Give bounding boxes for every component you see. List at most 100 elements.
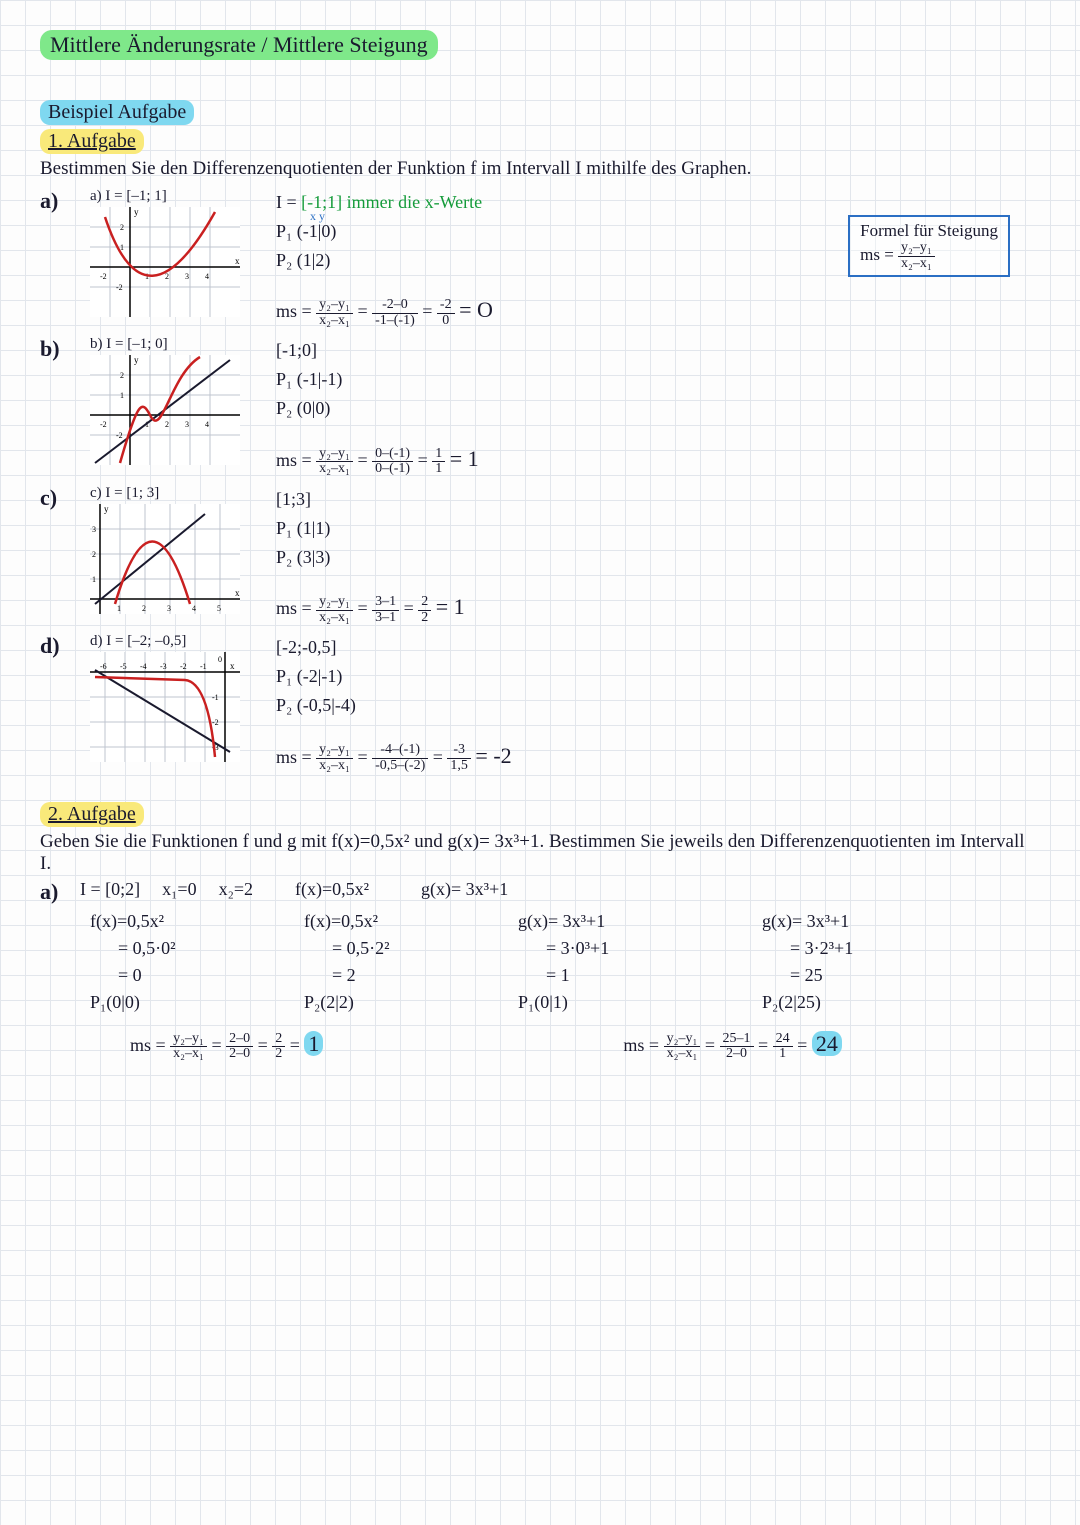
a-f3d: 0 (437, 314, 455, 329)
svg-text:5: 5 (217, 604, 221, 613)
c-p2: P₂ (3|3) (276, 543, 465, 572)
c-res: = 1 (436, 594, 465, 619)
svg-text:1: 1 (120, 391, 124, 400)
svg-text:2: 2 (142, 604, 146, 613)
svg-text:-3: -3 (160, 662, 167, 671)
t2-x1: x₁=0 (162, 879, 196, 905)
t2-ms1: ms = y₂–y₁x₂–x₁ = 2–02–0 = 22 = 1 (130, 1031, 323, 1062)
a-eq1: = (357, 301, 372, 321)
graph-b: b) I = [–1; 0] y 12 34 -2 12 -2 (90, 336, 260, 465)
svg-text:3: 3 (92, 525, 96, 534)
d-f3d: 1,5 (447, 759, 471, 774)
c-f3d: 2 (418, 611, 431, 626)
svg-text:2: 2 (120, 371, 124, 380)
c-f2n: 3–1 (372, 595, 399, 611)
t2c2r0: f(x)=0,5x² (304, 911, 504, 932)
t2ms1f1n: y₂–y₁ (170, 1032, 207, 1048)
b-f2d: 0–(-1) (372, 462, 413, 477)
svg-text:-5: -5 (120, 662, 127, 671)
caption-d: d) I = [–2; –0,5] (90, 633, 260, 650)
c-p1: P₁ (1|1) (276, 514, 465, 543)
t2-I: I = [0;2] (80, 879, 140, 905)
b-f2n: 0–(-1) (372, 447, 413, 463)
b-eq1: = (357, 450, 372, 470)
svg-text:2: 2 (165, 272, 169, 281)
t2c3r2: = 1 (518, 965, 748, 986)
row-b: b) b) I = [–1; 0] y 12 34 -2 12 -2 [-1;0… (40, 336, 1040, 476)
a-xy-annot: x y (310, 207, 325, 226)
row-c: c) c) I = [1; 3] y x 12 34 5 12 3 [1; (40, 485, 1040, 625)
d-p1: P₁ (-2|-1) (276, 662, 512, 691)
c-f2d: 3–1 (372, 611, 399, 626)
formula-den: x₂–x₁ (898, 257, 935, 272)
svg-text:4: 4 (192, 604, 196, 613)
svg-text:-2: -2 (100, 420, 107, 429)
t2ms2f3n: 24 (773, 1032, 793, 1048)
svg-text:1: 1 (117, 604, 121, 613)
a-p2: P₂ (1|2) (276, 246, 493, 275)
svg-text:x: x (230, 661, 235, 671)
t2ms2f1n: y₂–y₁ (664, 1032, 701, 1048)
svg-text:-2: -2 (212, 718, 219, 727)
svg-text:4: 4 (205, 272, 209, 281)
t2-label: a) (40, 879, 68, 905)
b-f3d: 1 (432, 462, 445, 477)
t2c4r3: P₂(2|25) (762, 992, 992, 1013)
label-c: c) (40, 485, 74, 511)
a-res: = O (459, 297, 493, 322)
svg-b: y 12 34 -2 12 -2 (90, 355, 240, 465)
task2-ms-row: ms = y₂–y₁x₂–x₁ = 2–02–0 = 22 = 1 ms = y… (130, 1031, 1040, 1062)
calc-d: [-2;-0,5] P₁ (-2|-1) P₂ (-0,5|-4) ms = y… (276, 633, 512, 773)
t2c4r1: = 3·2³+1 (762, 938, 992, 959)
calc-c: [1;3] P₁ (1|1) P₂ (3|3) ms = y₂–y₁x₂–x₁ … (276, 485, 465, 625)
t2ms2eq1: = (705, 1035, 720, 1055)
t2ms2pre: ms = (623, 1035, 663, 1055)
c-f1d: x₂–x₁ (316, 611, 353, 626)
t2ms1f2n: 2–0 (226, 1032, 253, 1048)
d-p2: P₂ (-0,5|-4) (276, 691, 512, 720)
c-f3n: 2 (418, 595, 431, 611)
calc-a: I = [-1;1] immer die x-Werte x y P₁ (-1|… (276, 188, 493, 328)
svg-text:-2: -2 (116, 283, 123, 292)
svg-text:x: x (235, 588, 240, 598)
a-ms: ms = (276, 301, 316, 321)
c-eq1: = (357, 598, 372, 618)
t2c1r2: = 0 (90, 965, 290, 986)
formula-title: Formel für Steigung (860, 221, 998, 241)
graph-a: a) I = [–1; 1] x y 12 34 -2 12 -2 (90, 188, 260, 317)
task1-text: Bestimmen Sie den Differenzenquotienten … (40, 158, 1040, 180)
d-f1n: y₂–y₁ (316, 743, 353, 759)
t2ms1res: 1 (304, 1031, 323, 1056)
formula-box: Formel für Steigung ms = y₂–y₁x₂–x₁ (848, 215, 1010, 277)
row-d: d) d) I = [–2; –0,5] x 0 -6-5 -4-3 -2-1 … (40, 633, 1040, 773)
t2c3r1: = 3·0³+1 (518, 938, 748, 959)
t2ms1f2d: 2–0 (226, 1047, 253, 1062)
d-eq1: = (357, 747, 372, 767)
a-f3n: -2 (437, 298, 455, 314)
svg-text:-1: -1 (200, 662, 207, 671)
svg-d: x 0 -6-5 -4-3 -2-1 -1-2 -3 (90, 652, 240, 762)
a-f2d: -1–(-1) (372, 314, 418, 329)
d-f2d: -0,5–(-2) (372, 759, 428, 774)
t2ms2eq2: = (758, 1035, 773, 1055)
svg-text:x: x (235, 256, 240, 266)
t2-x2: x₂=2 (219, 879, 253, 905)
svg-text:-4: -4 (140, 662, 147, 671)
b-ms: ms = (276, 450, 316, 470)
t2c1r1: = 0,5·0² (90, 938, 290, 959)
t2c4r2: = 25 (762, 965, 992, 986)
a-i-pre: I = (276, 192, 301, 212)
svg-text:3: 3 (185, 420, 189, 429)
t2-fx: f(x)=0,5x² (295, 879, 369, 905)
d-f2n: -4–(-1) (372, 743, 428, 759)
t2c1r3: P₁(0|0) (90, 992, 290, 1013)
t2ms1f3d: 2 (272, 1047, 285, 1062)
formula-ms: ms = y₂–y₁x₂–x₁ (860, 241, 998, 271)
label-b: b) (40, 336, 74, 362)
d-f1d: x₂–x₁ (316, 759, 353, 774)
t2ms1eq2: = (258, 1035, 273, 1055)
c-ms: ms = (276, 598, 316, 618)
a-f1n: y₂–y₁ (316, 298, 353, 314)
c-interval: [1;3] (276, 485, 465, 514)
t2c2r1: = 0,5·2² (304, 938, 504, 959)
